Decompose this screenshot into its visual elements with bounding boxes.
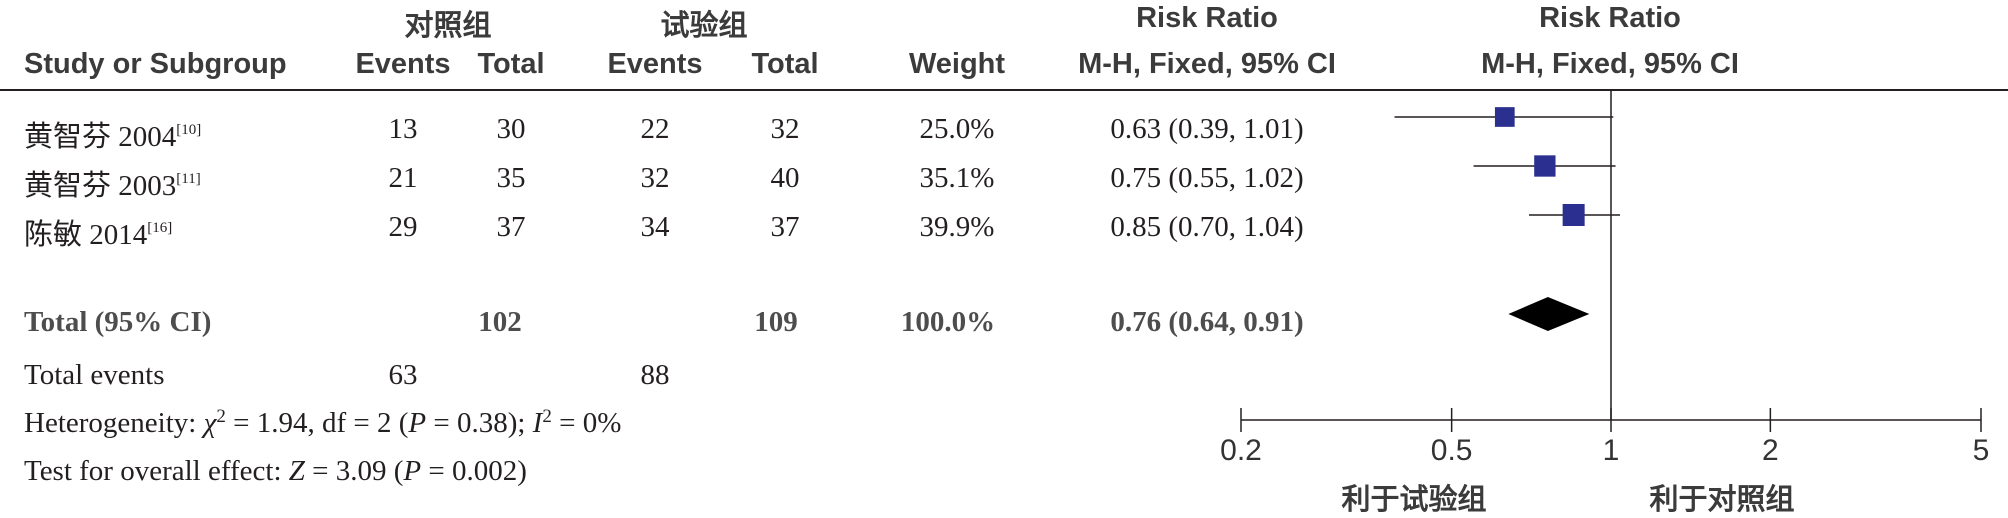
total-trial-0: 32 xyxy=(770,113,800,145)
tick-label-0: 0.2 xyxy=(1220,434,1262,467)
overall-effect-line: Test for overall effect: Z = 3.09 (P = 0… xyxy=(24,455,527,487)
header-rr-title-table: Risk Ratio xyxy=(1136,2,1278,34)
events-trial-0: 22 xyxy=(640,113,670,145)
total-control-1: 35 xyxy=(496,162,526,194)
total-weight: 100.0% xyxy=(900,306,996,338)
total-events-label: Total events xyxy=(24,359,165,391)
favor-control-label: 利于对照组 xyxy=(1649,484,1795,516)
weight-0: 25.0% xyxy=(919,113,995,145)
ci-text-2: 0.85 (0.70, 1.04) xyxy=(1110,211,1304,243)
events-control-2: 29 xyxy=(388,211,418,243)
col-weight: Weight xyxy=(908,48,1006,80)
pooled-diamond xyxy=(1508,297,1590,331)
col-study: Study or Subgroup xyxy=(24,48,287,80)
total-label: Total (95% CI) xyxy=(24,306,212,338)
total-trial-1: 40 xyxy=(770,162,800,194)
tick-label-2: 1 xyxy=(1602,434,1620,467)
total-control: 102 xyxy=(478,306,522,338)
total-control-0: 30 xyxy=(496,113,526,145)
ci-text-1: 0.75 (0.55, 1.02) xyxy=(1110,162,1304,194)
header-trial-group: 试验组 xyxy=(660,10,748,42)
total-control-2: 37 xyxy=(496,211,526,243)
events-trial-1: 32 xyxy=(640,162,670,194)
events-control-0: 13 xyxy=(388,113,418,145)
heterogeneity-line: Heterogeneity: χ2 = 1.94, df = 2 (P = 0.… xyxy=(24,406,622,439)
point-marker-1 xyxy=(1534,155,1556,177)
total-events-control: 63 xyxy=(388,359,418,391)
header-divider xyxy=(0,89,2008,91)
total-trial-2: 37 xyxy=(770,211,800,243)
col-total-control: Total xyxy=(477,48,545,80)
total-trial: 109 xyxy=(754,306,798,338)
col-events-trial: Events xyxy=(607,48,703,80)
events-trial-2: 34 xyxy=(640,211,670,243)
point-marker-0 xyxy=(1494,107,1515,127)
header-control-group: 对照组 xyxy=(404,10,492,42)
col-events-control: Events xyxy=(355,48,451,80)
study-name-0: 黄智芬 2004[10] xyxy=(24,121,202,153)
weight-2: 39.9% xyxy=(919,211,995,243)
tick-label-4: 5 xyxy=(1972,434,1990,467)
total-ci-text: 0.76 (0.64, 0.91) xyxy=(1110,306,1304,338)
ci-text-0: 0.63 (0.39, 1.01) xyxy=(1110,113,1304,145)
col-method-table: M-H, Fixed, 95% CI xyxy=(1078,48,1336,80)
study-name-1: 黄智芬 2003[11] xyxy=(24,170,201,202)
header-rr-title-plot: Risk Ratio xyxy=(1539,2,1681,34)
point-marker-2 xyxy=(1562,204,1585,226)
tick-label-1: 0.5 xyxy=(1430,434,1473,467)
total-events-trial: 88 xyxy=(640,359,670,391)
col-method-plot: M-H, Fixed, 95% CI xyxy=(1481,48,1739,80)
weight-1: 35.1% xyxy=(919,162,995,194)
tick-label-3: 2 xyxy=(1762,434,1779,467)
favor-trial-label: 利于试验组 xyxy=(1341,484,1487,516)
study-name-2: 陈敏 2014[16] xyxy=(24,219,173,251)
col-total-trial: Total xyxy=(751,48,819,80)
events-control-1: 21 xyxy=(388,162,418,194)
